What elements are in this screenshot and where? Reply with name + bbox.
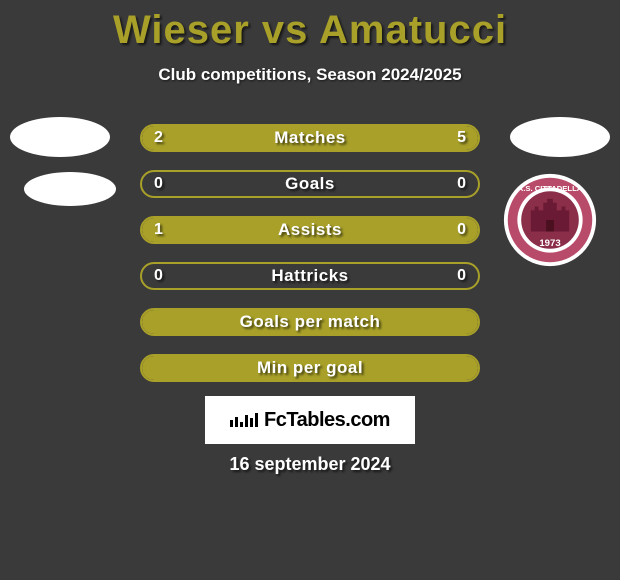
- stat-row: 00Goals: [140, 170, 480, 198]
- stat-label: Min per goal: [142, 356, 478, 380]
- stat-row: Min per goal: [140, 354, 480, 382]
- player-right-placeholder-icon: [510, 117, 610, 157]
- club-left-placeholder-icon: [24, 172, 116, 206]
- club-right-badge-icon: A.S. CITTADELLA 1973: [502, 172, 598, 268]
- stat-row: Goals per match: [140, 308, 480, 336]
- branding-text: FcTables.com: [264, 409, 390, 432]
- branding-bars-icon: [230, 413, 258, 427]
- stat-row: 10Assists: [140, 216, 480, 244]
- stat-label: Assists: [142, 218, 478, 242]
- svg-text:1973: 1973: [539, 238, 560, 249]
- stat-row: 00Hattricks: [140, 262, 480, 290]
- stat-label: Hattricks: [142, 264, 478, 288]
- stat-label: Goals per match: [142, 310, 478, 334]
- page-subtitle: Club competitions, Season 2024/2025: [0, 65, 620, 85]
- stat-row: 25Matches: [140, 124, 480, 152]
- stat-label: Matches: [142, 126, 478, 150]
- stats-container: 25Matches 00Goals 10Assists 00Hattricks Goal…: [140, 124, 480, 400]
- svg-text:A.S. CITTADELLA: A.S. CITTADELLA: [518, 184, 583, 193]
- branding-badge: FcTables.com: [205, 396, 415, 444]
- date-label: 16 september 2024: [0, 454, 620, 475]
- page-title: Wieser vs Amatucci: [0, 0, 620, 53]
- player-left-placeholder-icon: [10, 117, 110, 157]
- stat-label: Goals: [142, 172, 478, 196]
